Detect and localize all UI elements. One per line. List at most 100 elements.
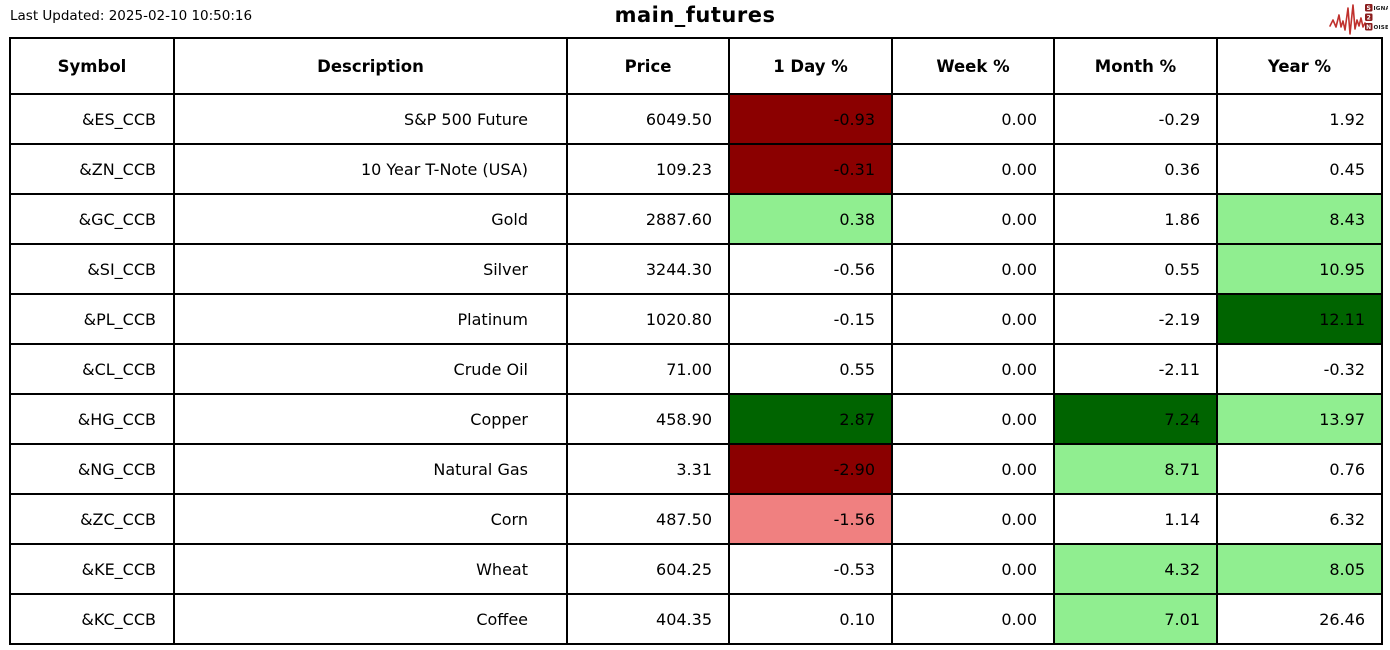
table-row: &NG_CCB Natural Gas 3.31 -2.90 0.00 8.71 0.76 [9, 443, 1383, 495]
signal2noise-logo: S IGNAL 2 N OISE [1328, 1, 1388, 39]
cell-year-pct: 8.05 [1216, 543, 1383, 595]
cell-description: Corn [173, 493, 568, 545]
cell-symbol: &GC_CCB [9, 193, 175, 245]
cell-price: 404.35 [566, 593, 730, 645]
cell-year-pct: 8.43 [1216, 193, 1383, 245]
header-description: Description [173, 37, 568, 95]
cell-price: 71.00 [566, 343, 730, 395]
cell-symbol: &ZN_CCB [9, 143, 175, 195]
cell-year-pct: -0.32 [1216, 343, 1383, 395]
cell-day-pct: -0.93 [728, 93, 893, 145]
cell-year-pct: 26.46 [1216, 593, 1383, 645]
cell-month-pct: 0.55 [1053, 243, 1218, 295]
header-day-pct: 1 Day % [728, 37, 893, 95]
cell-price: 3244.30 [566, 243, 730, 295]
cell-week-pct: 0.00 [891, 593, 1055, 645]
cell-description: Silver [173, 243, 568, 295]
table-row: &GC_CCB Gold 2887.60 0.38 0.00 1.86 8.43 [9, 193, 1383, 245]
cell-description: Coffee [173, 593, 568, 645]
cell-week-pct: 0.00 [891, 443, 1055, 495]
logo-letter-n: N [1366, 24, 1371, 31]
cell-day-pct: 0.55 [728, 343, 893, 395]
cell-year-pct: 13.97 [1216, 393, 1383, 445]
top-bar: Last Updated: 2025-02-10 10:50:16 main_f… [0, 0, 1390, 37]
last-updated-text: Last Updated: 2025-02-10 10:50:16 [10, 8, 253, 24]
cell-day-pct: 0.10 [728, 593, 893, 645]
cell-symbol: &NG_CCB [9, 443, 175, 495]
futures-table-body: &ES_CCB S&P 500 Future 6049.50 -0.93 0.00 -0.… [9, 93, 1383, 645]
table-row: &HG_CCB Copper 458.90 2.87 0.00 7.24 13.97 [9, 393, 1383, 445]
cell-day-pct: -0.15 [728, 293, 893, 345]
logo-word-noise: OISE [1374, 25, 1389, 31]
cell-year-pct: 6.32 [1216, 493, 1383, 545]
cell-week-pct: 0.00 [891, 243, 1055, 295]
cell-week-pct: 0.00 [891, 393, 1055, 445]
cell-symbol: &KE_CCB [9, 543, 175, 595]
cell-month-pct: 1.86 [1053, 193, 1218, 245]
cell-symbol: &SI_CCB [9, 243, 175, 295]
cell-month-pct: 4.32 [1053, 543, 1218, 595]
cell-symbol: &CL_CCB [9, 343, 175, 395]
header-year-pct: Year % [1216, 37, 1383, 95]
cell-month-pct: -2.11 [1053, 343, 1218, 395]
table-row: &ZC_CCB Corn 487.50 -1.56 0.00 1.14 6.32 [9, 493, 1383, 545]
cell-description: Copper [173, 393, 568, 445]
cell-symbol: &PL_CCB [9, 293, 175, 345]
cell-week-pct: 0.00 [891, 343, 1055, 395]
table-row: &SI_CCB Silver 3244.30 -0.56 0.00 0.55 10.95 [9, 243, 1383, 295]
cell-year-pct: 1.92 [1216, 93, 1383, 145]
cell-symbol: &ES_CCB [9, 93, 175, 145]
cell-month-pct: 8.71 [1053, 443, 1218, 495]
cell-symbol: &HG_CCB [9, 393, 175, 445]
cell-price: 1020.80 [566, 293, 730, 345]
cell-day-pct: -0.56 [728, 243, 893, 295]
cell-year-pct: 0.76 [1216, 443, 1383, 495]
cell-month-pct: 7.01 [1053, 593, 1218, 645]
table-row: &KE_CCB Wheat 604.25 -0.53 0.00 4.32 8.05 [9, 543, 1383, 595]
cell-day-pct: -0.53 [728, 543, 893, 595]
cell-description: Wheat [173, 543, 568, 595]
table-header-row: Symbol Description Price 1 Day % Week % … [9, 37, 1383, 95]
cell-week-pct: 0.00 [891, 143, 1055, 195]
cell-price: 604.25 [566, 543, 730, 595]
cell-symbol: &KC_CCB [9, 593, 175, 645]
table-row: &ZN_CCB 10 Year T-Note (USA) 109.23 -0.31 0.… [9, 143, 1383, 195]
cell-day-pct: -1.56 [728, 493, 893, 545]
cell-year-pct: 0.45 [1216, 143, 1383, 195]
header-week-pct: Week % [891, 37, 1055, 95]
cell-month-pct: -0.29 [1053, 93, 1218, 145]
table-row: &CL_CCB Crude Oil 71.00 0.55 0.00 -2.11 -0.32 [9, 343, 1383, 395]
cell-year-pct: 10.95 [1216, 243, 1383, 295]
cell-description: S&P 500 Future [173, 93, 568, 145]
logo-word-signal: IGNAL [1374, 6, 1389, 12]
cell-week-pct: 0.00 [891, 193, 1055, 245]
cell-price: 458.90 [566, 393, 730, 445]
table-row: &PL_CCB Platinum 1020.80 -0.15 0.00 -2.19 12.1… [9, 293, 1383, 345]
futures-table: Symbol Description Price 1 Day % Week % … [9, 37, 1383, 645]
waveform-icon: S IGNAL 2 N OISE [1329, 4, 1389, 35]
cell-description: Platinum [173, 293, 568, 345]
cell-month-pct: 7.24 [1053, 393, 1218, 445]
cell-month-pct: 0.36 [1053, 143, 1218, 195]
cell-description: Crude Oil [173, 343, 568, 395]
cell-price: 487.50 [566, 493, 730, 545]
cell-day-pct: -2.90 [728, 443, 893, 495]
logo-letter-2: 2 [1367, 15, 1371, 22]
cell-week-pct: 0.00 [891, 543, 1055, 595]
cell-price: 6049.50 [566, 93, 730, 145]
cell-description: Gold [173, 193, 568, 245]
cell-price: 3.31 [566, 443, 730, 495]
logo-letter-s: S [1367, 5, 1371, 12]
cell-symbol: &ZC_CCB [9, 493, 175, 545]
cell-month-pct: 1.14 [1053, 493, 1218, 545]
cell-description: Natural Gas [173, 443, 568, 495]
table-row: &ES_CCB S&P 500 Future 6049.50 -0.93 0.00 -0.… [9, 93, 1383, 145]
cell-day-pct: 2.87 [728, 393, 893, 445]
cell-day-pct: 0.38 [728, 193, 893, 245]
header-month-pct: Month % [1053, 37, 1218, 95]
cell-month-pct: -2.19 [1053, 293, 1218, 345]
header-symbol: Symbol [9, 37, 175, 95]
cell-price: 109.23 [566, 143, 730, 195]
header-price: Price [566, 37, 730, 95]
cell-price: 2887.60 [566, 193, 730, 245]
